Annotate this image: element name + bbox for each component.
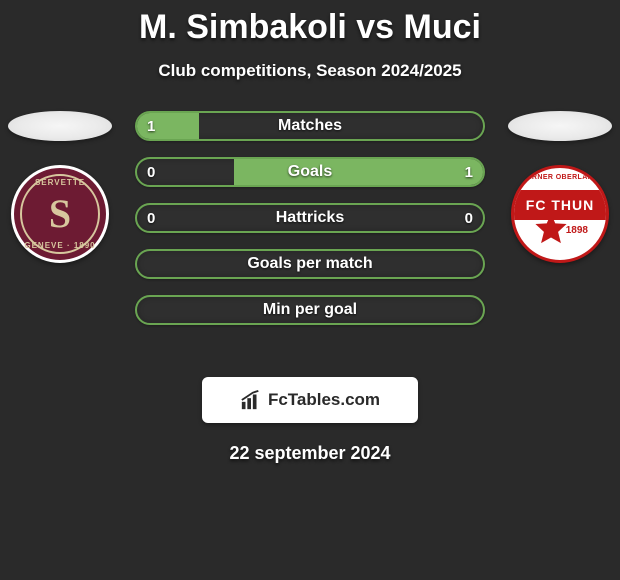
badge-text-top: SERVETTE [14, 178, 106, 187]
badge-year: 1898 [566, 225, 588, 236]
stat-label: Min per goal [137, 297, 483, 323]
club-badge-right: BERNER OBERLAND FC THUN 1898 [511, 165, 609, 263]
branding-text: FcTables.com [268, 390, 380, 410]
branding-badge: FcTables.com [202, 377, 418, 423]
stat-label: Goals per match [137, 251, 483, 277]
club-badge-left: SERVETTE S GENEVE · 1890 [11, 165, 109, 263]
stat-row: Matches1 [135, 111, 485, 141]
stat-label: Hattricks [137, 205, 483, 231]
stat-value-right: 0 [455, 205, 483, 231]
player-left-column: SERVETTE S GENEVE · 1890 [0, 111, 120, 361]
stat-value-left: 0 [137, 205, 165, 231]
stat-row: Goals01 [135, 157, 485, 187]
comparison-infographic: M. Simbakoli vs Muci Club competitions, … [0, 0, 620, 580]
badge-text-top: BERNER OBERLAND [514, 174, 606, 181]
page-subtitle: Club competitions, Season 2024/2025 [0, 61, 620, 81]
player-left-headshot [8, 111, 112, 141]
star-icon [534, 212, 568, 246]
player-right-headshot [508, 111, 612, 141]
stat-value-left: 0 [137, 159, 165, 185]
stat-row: Goals per match [135, 249, 485, 279]
stat-row: Hattricks0 0 [135, 203, 485, 233]
player-right-column: BERNER OBERLAND FC THUN 1898 [500, 111, 620, 361]
page-title: M. Simbakoli vs Muci [0, 0, 620, 47]
stat-value-left: 1 [137, 113, 165, 139]
stat-bars-container: Matches1Goals01Hattricks00Goals per matc… [135, 111, 485, 341]
badge-text-bottom: GENEVE · 1890 [14, 241, 106, 250]
stat-fill-right [234, 159, 483, 185]
stat-value-right: 1 [455, 159, 483, 185]
stat-row: Min per goal [135, 295, 485, 325]
fctables-logo-icon [240, 389, 262, 411]
date-text: 22 september 2024 [0, 443, 620, 464]
comparison-arena: SERVETTE S GENEVE · 1890 BERNER OBERLAND… [0, 111, 620, 361]
